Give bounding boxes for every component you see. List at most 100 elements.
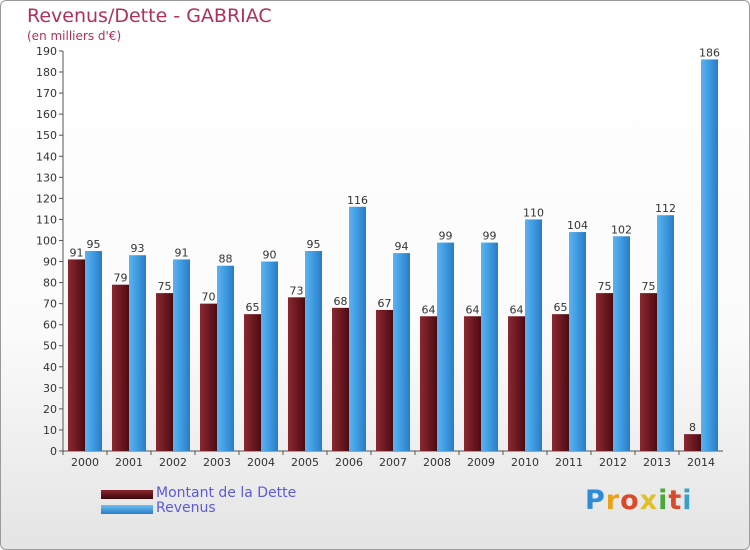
y-tick-label: 80	[43, 277, 57, 290]
x-tick-label: 2011	[555, 456, 583, 469]
data-label-revenus: 91	[175, 246, 189, 259]
data-label-revenus: 186	[699, 46, 720, 59]
bar-dette	[596, 293, 613, 451]
legend-swatch-revenus	[101, 505, 153, 514]
y-tick-label: 180	[36, 66, 57, 79]
data-label-revenus: 94	[395, 240, 409, 253]
data-label-dette: 79	[114, 272, 128, 285]
chart-subtitle: (en milliers d'€)	[27, 29, 122, 43]
bar-dette	[288, 297, 305, 451]
logo-letter: i	[682, 485, 693, 516]
y-tick-label: 170	[36, 87, 57, 100]
x-tick-label: 2014	[687, 456, 715, 469]
bar-dette	[156, 293, 173, 451]
data-label-dette: 64	[510, 303, 524, 316]
bar-dette	[376, 309, 393, 451]
data-label-revenus: 110	[523, 206, 544, 219]
data-label-dette: 75	[642, 280, 656, 293]
data-label-dette: 65	[554, 301, 568, 314]
proxiti-logo: Proxiti	[585, 485, 693, 516]
y-tick-label: 70	[43, 298, 57, 311]
bar-dette	[68, 259, 85, 451]
y-tick-label: 0	[50, 445, 57, 458]
bar-revenus	[525, 219, 542, 451]
logo-letter: r	[605, 485, 621, 516]
logo-letter: t	[668, 485, 683, 516]
bar-dette	[508, 316, 525, 451]
data-label-dette: 8	[689, 421, 696, 434]
x-tick-label: 2013	[643, 456, 671, 469]
bar-revenus	[173, 259, 190, 451]
x-tick-label: 2010	[511, 456, 539, 469]
data-label-revenus: 95	[87, 238, 101, 251]
y-tick-label: 90	[43, 256, 57, 269]
bar-revenus	[85, 251, 102, 451]
logo-letter: i	[658, 485, 669, 516]
data-label-revenus: 99	[439, 230, 453, 243]
chart-title: Revenus/Dette - GABRIAC	[27, 5, 272, 27]
y-tick-label: 40	[43, 361, 57, 374]
bar-revenus	[569, 232, 586, 451]
data-label-revenus: 95	[307, 238, 321, 251]
bar-revenus	[305, 251, 322, 451]
data-label-dette: 73	[290, 284, 304, 297]
y-tick-label: 120	[36, 192, 57, 205]
bar-dette	[200, 303, 217, 451]
logo-letter: x	[639, 485, 659, 516]
x-tick-label: 2007	[379, 456, 407, 469]
bar-revenus	[349, 206, 366, 451]
y-tick-label: 110	[36, 213, 57, 226]
data-label-revenus: 102	[611, 223, 632, 236]
x-tick-label: 2009	[467, 456, 495, 469]
x-tick-label: 2000	[71, 456, 99, 469]
data-label-dette: 68	[334, 295, 348, 308]
legend-label-revenus: Revenus	[156, 500, 216, 516]
data-label-dette: 64	[466, 303, 480, 316]
y-tick-label: 20	[43, 403, 57, 416]
x-tick-label: 2008	[423, 456, 451, 469]
bar-revenus	[393, 253, 410, 451]
legend-label-dette: Montant de la Dette	[156, 485, 297, 501]
y-tick-label: 30	[43, 382, 57, 395]
data-label-dette: 70	[202, 291, 216, 304]
y-tick-label: 100	[36, 234, 57, 247]
bar-revenus	[613, 236, 630, 451]
bar-dette	[464, 316, 481, 451]
bar-revenus	[481, 242, 498, 451]
data-label-revenus: 93	[131, 242, 145, 255]
bar-dette	[552, 314, 569, 451]
y-tick-label: 10	[43, 424, 57, 437]
y-tick-label: 130	[36, 171, 57, 184]
bar-dette	[640, 293, 657, 451]
x-tick-label: 2006	[335, 456, 363, 469]
data-label-revenus: 104	[567, 219, 588, 232]
data-label-dette: 75	[158, 280, 172, 293]
y-tick-label: 150	[36, 129, 57, 142]
bar-dette	[112, 284, 129, 451]
y-tick-label: 50	[43, 340, 57, 353]
bar-revenus	[437, 242, 454, 451]
y-tick-label: 60	[43, 319, 57, 332]
x-tick-label: 2001	[115, 456, 143, 469]
x-tick-label: 2002	[159, 456, 187, 469]
logo-letter: o	[620, 485, 640, 516]
bar-revenus	[657, 215, 674, 451]
data-label-revenus: 88	[219, 253, 233, 266]
data-label-dette: 64	[422, 303, 436, 316]
x-tick-label: 2005	[291, 456, 319, 469]
data-label-revenus: 116	[347, 194, 368, 207]
bar-dette	[684, 434, 701, 451]
legend-swatch-dette	[101, 490, 153, 499]
y-tick-label: 160	[36, 108, 57, 121]
bar-revenus	[129, 255, 146, 451]
x-tick-label: 2003	[203, 456, 231, 469]
bar-dette	[244, 314, 261, 451]
bar-revenus	[701, 59, 718, 451]
data-label-revenus: 99	[483, 230, 497, 243]
x-tick-label: 2012	[599, 456, 627, 469]
bar-dette	[332, 307, 349, 451]
bar-revenus	[217, 265, 234, 451]
data-label-dette: 91	[70, 246, 84, 259]
